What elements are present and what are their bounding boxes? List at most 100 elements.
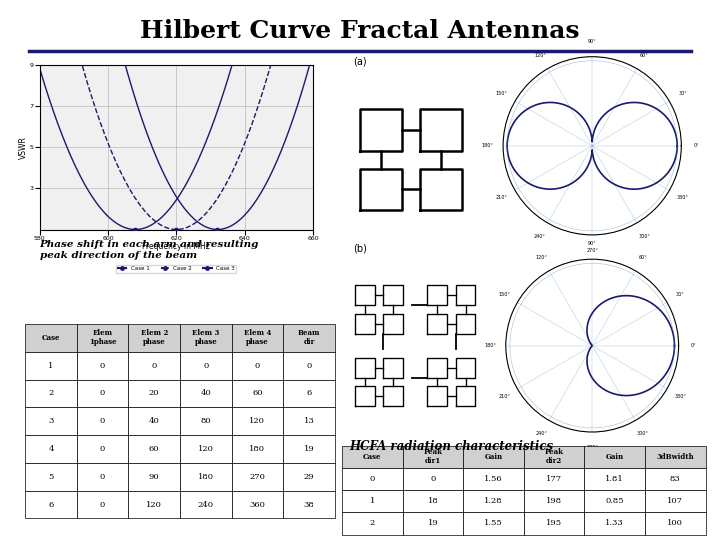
Text: 0: 0 [203,362,208,370]
Bar [77,435,128,463]
Bar [523,512,585,535]
Bar [463,490,523,512]
Bar [402,512,463,535]
Text: Hilbert Curve Fractal Antennas: Hilbert Curve Fractal Antennas [140,19,580,43]
Bar [180,463,232,491]
Y-axis label: VSWR: VSWR [19,136,28,159]
Text: 0: 0 [100,472,105,481]
Text: 0.85: 0.85 [606,497,624,505]
Bar [25,352,77,380]
Bar [180,407,232,435]
Text: 120: 120 [198,445,214,453]
Bar [523,446,585,468]
Bar [585,512,645,535]
Text: 0: 0 [100,417,105,425]
Text: 0: 0 [152,362,157,370]
Text: Elem
1phase: Elem 1phase [89,329,117,347]
Bar [342,446,402,468]
Bar [232,352,283,380]
Text: 100: 100 [667,519,683,528]
Text: 1: 1 [48,362,54,370]
Text: 18: 18 [428,497,438,505]
Text: 1.33: 1.33 [606,519,624,528]
Text: 4: 4 [48,445,54,453]
Bar [523,468,585,490]
Text: 0: 0 [100,501,105,509]
Bar [463,446,523,468]
Text: 180: 180 [249,445,266,453]
Text: 29: 29 [304,472,315,481]
Bar [128,407,180,435]
Bar [232,407,283,435]
Bar [463,468,523,490]
Bar [25,407,77,435]
Text: Gain: Gain [606,453,624,461]
Text: 1.55: 1.55 [484,519,503,528]
Bar [180,380,232,407]
Text: Peak
dir1: Peak dir1 [423,448,442,465]
Text: 2: 2 [48,389,53,397]
Bar [77,463,128,491]
Bar [77,407,128,435]
Bar [77,491,128,518]
Text: 83: 83 [670,475,680,483]
Text: 107: 107 [667,497,683,505]
Text: 120: 120 [146,501,162,509]
Text: 60: 60 [252,389,263,397]
Bar [645,446,706,468]
Bar [283,407,335,435]
Bar [77,352,128,380]
Text: 5: 5 [48,472,54,481]
Bar [283,352,335,380]
Text: 40: 40 [149,417,160,425]
Text: HCFA radiation characteristics: HCFA radiation characteristics [349,440,554,453]
Bar [128,463,180,491]
Bar [180,352,232,380]
Text: 0: 0 [369,475,375,483]
Legend: Case 1, Case 2, Case 3: Case 1, Case 2, Case 3 [117,265,236,273]
Bar [342,512,402,535]
Bar [402,468,463,490]
Text: 177: 177 [546,475,562,483]
Text: 198: 198 [546,497,562,505]
Text: 0: 0 [255,362,260,370]
Bar [645,468,706,490]
Text: 0: 0 [100,389,105,397]
Text: Phase shift in each arm and resulting
peak direction of the beam: Phase shift in each arm and resulting pe… [40,240,259,260]
Text: Case: Case [363,453,382,461]
Bar [283,491,335,518]
X-axis label: Frequency in MHz: Frequency in MHz [143,242,210,251]
Bar [283,324,335,352]
Text: 195: 195 [546,519,562,528]
Text: 38: 38 [304,501,315,509]
Text: 6: 6 [48,501,53,509]
Text: 19: 19 [304,445,315,453]
Text: 0: 0 [100,445,105,453]
Text: 90: 90 [149,472,160,481]
Text: 1.56: 1.56 [484,475,503,483]
Bar [283,380,335,407]
Text: 19: 19 [428,519,438,528]
Text: 6: 6 [307,389,312,397]
Bar [25,435,77,463]
Bar [585,490,645,512]
Text: 240: 240 [198,501,214,509]
Text: 120: 120 [249,417,266,425]
Bar [77,324,128,352]
Bar [645,512,706,535]
Bar [585,446,645,468]
Bar [463,512,523,535]
Text: Gain: Gain [485,453,503,461]
Text: 180: 180 [198,472,214,481]
Text: 3: 3 [48,417,54,425]
Text: Elem 3
phase: Elem 3 phase [192,329,220,347]
Text: (a): (a) [353,57,366,67]
Bar [585,468,645,490]
Bar [523,490,585,512]
Bar [128,324,180,352]
Text: 360: 360 [249,501,266,509]
Text: Peak
dir2: Peak dir2 [544,448,564,465]
Text: Elem 2
phase: Elem 2 phase [140,329,168,347]
Bar [283,463,335,491]
Text: 0: 0 [307,362,312,370]
